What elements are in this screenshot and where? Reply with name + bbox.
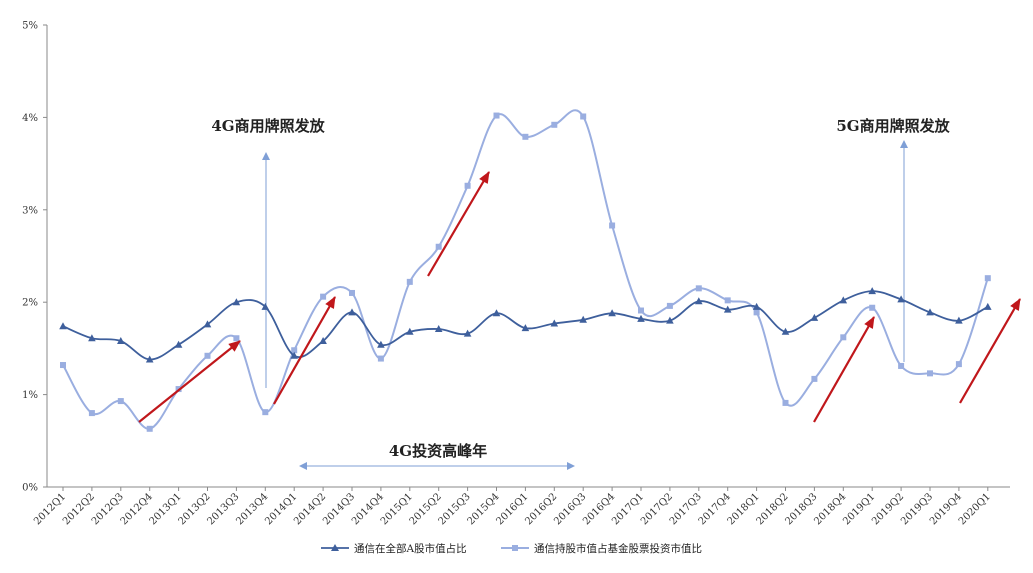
x-tick-label: 2020Q1 [957, 491, 993, 527]
series-1-point [348, 308, 356, 316]
trend-arrow [813, 316, 875, 423]
series-1-point [550, 319, 559, 327]
series-1-point [406, 327, 414, 335]
y-tick-label: 4% [22, 113, 38, 124]
series-2-point [724, 297, 731, 304]
axes [46, 25, 1010, 488]
series-1-point [984, 302, 992, 310]
series-2-point [927, 370, 933, 377]
annotation-guides [262, 140, 908, 470]
legend-marker-triangle [331, 544, 339, 551]
series-1-point [377, 340, 385, 348]
trend-arrow [273, 296, 336, 405]
series-2-point [493, 112, 500, 119]
y-tick-label: 3% [22, 205, 38, 216]
series-2-point [638, 307, 644, 314]
series-1-point [203, 320, 212, 328]
series-1-point [810, 313, 819, 321]
series-layer [59, 109, 992, 432]
series-2-point [146, 425, 153, 432]
series-2-point [117, 398, 124, 405]
series-1-point [723, 305, 732, 313]
series-2-point [869, 304, 876, 311]
series-2-point [262, 409, 269, 416]
series-1-point [434, 324, 443, 332]
series-2-point [88, 410, 95, 417]
series-1-point [290, 351, 298, 359]
legend-label-series-2: 通信持股市值占基金股票投资市值比 [534, 542, 702, 555]
series-line-2 [62, 109, 989, 430]
series-2-point [551, 121, 558, 128]
y-tick-label: 0% [22, 483, 38, 494]
series-2-point [898, 362, 905, 369]
annotation-5g-license: 5G商用牌照发放 [836, 117, 950, 135]
series-2-point [377, 355, 384, 362]
series-1-point [666, 316, 674, 324]
trend-arrow [959, 298, 1021, 404]
series-2-point [233, 335, 240, 342]
legend: 通信在全部A股市值占比 通信持股市值占基金股票投资市值比 [321, 542, 702, 555]
legend-marker-square [512, 545, 518, 551]
y-tick-label: 2% [22, 298, 38, 309]
trend-arrow [138, 340, 241, 423]
series-1-point [463, 329, 472, 337]
series-1-point [781, 327, 790, 335]
series-2-point [695, 285, 702, 292]
x-axis-ticks: 2012Q12012Q22012Q32012Q42013Q12013Q22013… [32, 487, 993, 527]
series-1-point [261, 302, 270, 310]
series-1-point [926, 308, 934, 316]
series-1-point [174, 340, 183, 348]
series-1-point [752, 302, 761, 310]
series-1-point [897, 295, 905, 303]
series-2-point [984, 275, 991, 282]
y-axis-ticks: 0% 1% 2% 3% 4% 5% [22, 21, 47, 494]
series-2-point [782, 399, 789, 406]
series-2-point [811, 375, 818, 382]
series-2-point [204, 352, 211, 359]
legend-label-series-1: 通信在全部A股市值占比 [354, 542, 467, 555]
series-2-point [435, 243, 442, 250]
series-2-point [840, 334, 847, 341]
y-tick-label: 1% [22, 390, 38, 401]
series-2-point [60, 362, 66, 369]
trend-arrow [427, 171, 490, 277]
series-1-point [579, 315, 587, 323]
series-2-point [753, 309, 760, 316]
series-1-point [232, 298, 241, 306]
series-2-point [609, 222, 616, 229]
series-1-point [492, 309, 501, 317]
series-1-point [59, 322, 67, 330]
series-1-point [117, 337, 125, 345]
series-1-point [695, 297, 703, 305]
series-1-point [145, 355, 154, 363]
series-2-point [666, 302, 673, 309]
series-2-point [955, 361, 962, 368]
series-2-point [464, 182, 471, 189]
series-1-point [637, 314, 645, 322]
annotation-4g-investment-peak: 4G投资高峰年 [389, 442, 487, 460]
series-1-point [319, 337, 327, 345]
series-1-point [839, 296, 848, 304]
y-tick-label: 5% [22, 21, 38, 32]
series-2-point [522, 133, 529, 140]
series-1-point [608, 309, 616, 317]
series-2-point [580, 113, 587, 120]
series-2-point [320, 293, 327, 300]
series-2-point [291, 347, 298, 354]
series-1-point [521, 324, 530, 332]
series-1-point [955, 316, 963, 324]
series-1-point [88, 334, 96, 342]
series-2-point [406, 278, 413, 285]
series-2-point [349, 289, 355, 296]
trend-arrows [138, 171, 1021, 423]
annotation-4g-license: 4G商用牌照发放 [211, 117, 325, 135]
series-1-point [868, 287, 876, 295]
